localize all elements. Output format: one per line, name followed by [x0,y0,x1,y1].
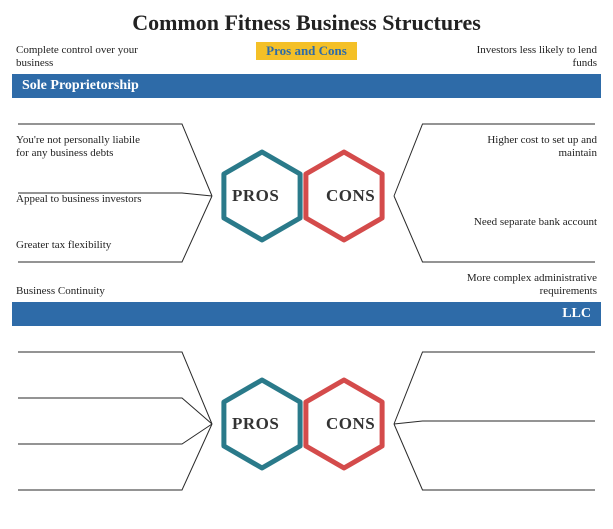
cons-point: Need separate bank account [452,216,597,230]
connector-left [152,196,212,262]
pros-label: PROS [232,414,279,434]
section-bar: LLC [12,302,601,326]
connector-right [394,352,451,424]
section-bar: Sole Proprietorship [12,74,601,98]
connector-left [152,124,212,196]
pros-point: Complete control over your business [16,44,151,72]
connector-right [394,421,451,424]
subtitle-pill: Pros and Cons [256,42,357,60]
pros-label: PROS [232,186,279,206]
connector-right [394,424,451,490]
cons-point: More complex administrative requirements [452,272,597,300]
pros-point: You're not personally liabile for any bu… [16,134,151,162]
connector-left [152,352,212,424]
panel-svg [12,326,601,516]
connector-right [394,124,451,196]
pros-point: Greater tax flexibility [16,239,151,253]
connector-left [152,193,212,196]
connector-left [152,398,212,424]
pros-point: Appeal to business investors [16,193,151,207]
pros-point: No cost to begin business [16,0,151,2]
cons-label: CONS [326,186,375,206]
connector-left [152,424,212,490]
section-panel: PROSCONSYou're not personally liabile fo… [12,326,601,516]
main-title: Common Fitness Business Structures [0,10,613,36]
cons-point: Investors less likely to lend funds [452,44,597,72]
cons-label: CONS [326,414,375,434]
connector-right [394,196,451,262]
cons-point: Higher cost to set up and maintain [452,134,597,162]
connector-left [152,424,212,444]
pros-point: Business Continuity [16,285,151,299]
